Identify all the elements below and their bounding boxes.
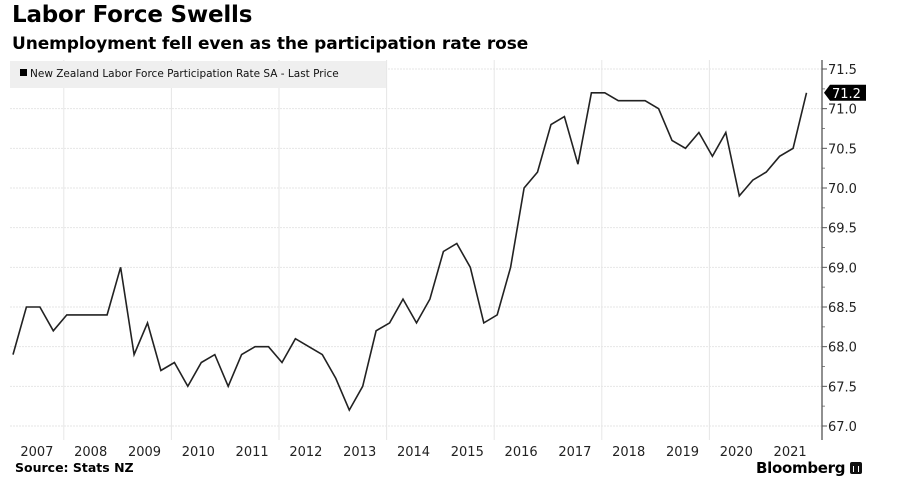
gridlines — [10, 60, 822, 440]
x-tick-label: 2018 — [612, 445, 645, 460]
y-tick-label: 67.0 — [828, 420, 857, 435]
x-tick-label: 2012 — [289, 445, 322, 460]
legend: New Zealand Labor Force Participation Ra… — [10, 61, 386, 88]
source-note: Source: Stats NZ — [15, 460, 134, 475]
last-value-label: 71.2 — [832, 87, 861, 102]
x-tick-label: 2016 — [505, 445, 538, 460]
y-tick-label: 71.5 — [828, 63, 857, 78]
x-tick-label: 2011 — [236, 445, 269, 460]
legend-label: New Zealand Labor Force Participation Ra… — [30, 68, 339, 80]
brand-name: Bloomberg — [756, 459, 846, 477]
y-tick-label: 68.0 — [828, 341, 857, 356]
x-tick-label: 2013 — [343, 445, 376, 460]
x-tick-label: 2009 — [128, 445, 161, 460]
chart-title: Labor Force Swells — [12, 2, 253, 28]
x-tick-label: 2019 — [666, 445, 699, 460]
y-tick-label: 69.5 — [828, 222, 857, 237]
legend-background — [10, 61, 386, 88]
last-value-tag-shape — [824, 84, 866, 101]
y-tick-label: 68.5 — [828, 301, 857, 316]
y-tick-label: 71.0 — [828, 103, 857, 118]
x-tick-label: 2008 — [74, 445, 107, 460]
y-tick-label: 70.5 — [828, 142, 857, 157]
last-value-tag: 71.2 — [824, 84, 866, 102]
x-tick-label: 2014 — [397, 445, 430, 460]
x-tick-label: 2010 — [182, 445, 215, 460]
y-axis: 71.5 71.0 70.5 70.0 69.5 69.0 68.5 68.0 67.5 67.0 — [821, 60, 857, 440]
brand-logo: Bloomberg — [756, 459, 863, 477]
x-tick-label: 2007 — [20, 445, 53, 460]
bloomberg-terminal-icon — [850, 462, 863, 474]
y-tick-label: 69.0 — [828, 261, 857, 276]
legend-swatch — [20, 69, 27, 76]
chart-subtitle: Unemployment fell even as the participat… — [12, 34, 529, 54]
x-axis: 2007 2008 2009 2010 2011 2012 2013 2014 2015 2016… — [20, 445, 806, 460]
x-tick-label: 2017 — [558, 445, 591, 460]
x-tick-label: 2015 — [451, 445, 484, 460]
series-line — [12, 92, 808, 412]
x-tick-label: 2020 — [720, 445, 753, 460]
y-tick-label: 67.5 — [828, 380, 857, 395]
x-tick-label: 2021 — [774, 445, 807, 460]
y-tick-label: 70.0 — [828, 182, 857, 197]
series-group — [12, 92, 808, 412]
